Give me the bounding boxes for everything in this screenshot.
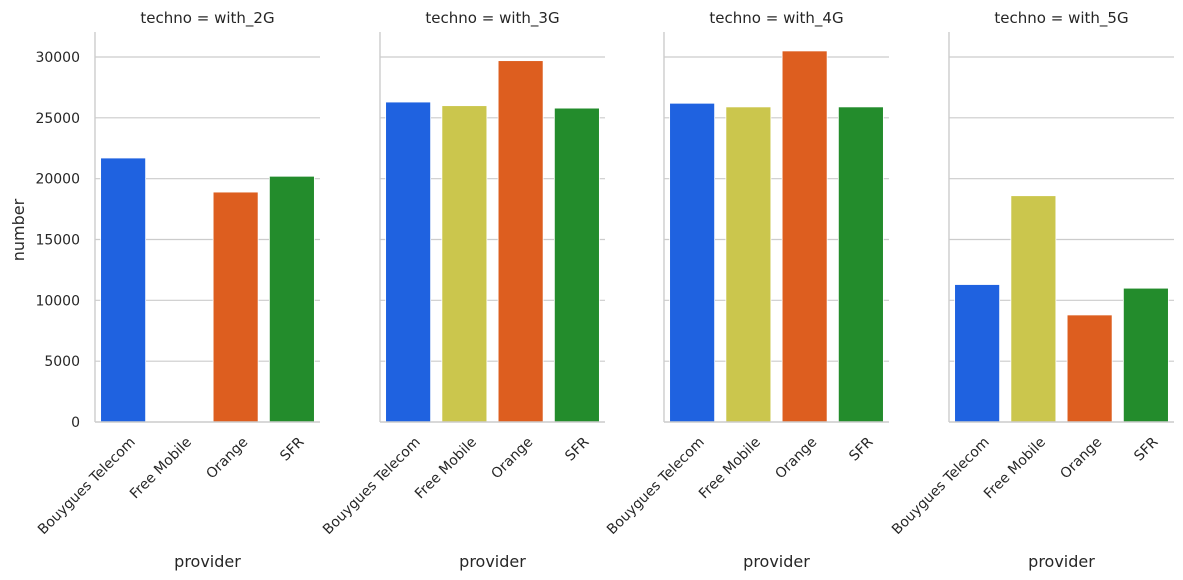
bar xyxy=(497,60,544,423)
y-tick-label: 10000 xyxy=(35,293,80,309)
bar xyxy=(1066,314,1113,423)
bar xyxy=(1122,287,1169,423)
bar xyxy=(100,157,147,423)
y-tick-label: 5000 xyxy=(44,354,80,370)
x-tick-label: Orange xyxy=(203,434,251,482)
bar xyxy=(781,50,828,423)
bar xyxy=(441,105,488,423)
bar xyxy=(553,107,600,423)
y-tick-label: 15000 xyxy=(35,233,80,249)
bar xyxy=(212,191,259,423)
y-tick-label: 30000 xyxy=(35,50,80,66)
x-axis-label: provider xyxy=(1028,552,1095,571)
x-axis-label: provider xyxy=(174,552,241,571)
x-axis-label: provider xyxy=(743,552,810,571)
bar xyxy=(385,101,432,423)
bar xyxy=(1010,195,1057,423)
x-tick-label: Orange xyxy=(1057,434,1105,482)
x-tick-label: Bouygues Telecom xyxy=(889,434,993,538)
x-tick-label: SFR xyxy=(846,434,876,464)
y-tick-label: 20000 xyxy=(35,172,80,188)
bar xyxy=(954,284,1001,423)
panel-title: techno = with_3G xyxy=(425,9,559,28)
bar xyxy=(725,106,772,423)
x-tick-label: Bouygues Telecom xyxy=(320,434,424,538)
panel-title: techno = with_4G xyxy=(709,9,843,28)
y-axis-label: number xyxy=(9,198,28,261)
bar xyxy=(837,106,884,423)
x-tick-label: Bouygues Telecom xyxy=(35,434,139,538)
panel-title: techno = with_2G xyxy=(140,9,274,28)
bar xyxy=(669,102,716,423)
x-tick-label: Orange xyxy=(772,434,820,482)
y-tick-label: 0 xyxy=(71,415,80,431)
x-tick-label: Bouygues Telecom xyxy=(604,434,708,538)
x-tick-label: SFR xyxy=(562,434,592,464)
x-tick-label: SFR xyxy=(277,434,307,464)
x-axis-label: provider xyxy=(459,552,526,571)
bar xyxy=(268,175,315,423)
x-tick-label: SFR xyxy=(1131,434,1161,464)
panel-title: techno = with_5G xyxy=(994,9,1128,28)
y-tick-label: 25000 xyxy=(35,111,80,127)
x-tick-label: Orange xyxy=(488,434,536,482)
